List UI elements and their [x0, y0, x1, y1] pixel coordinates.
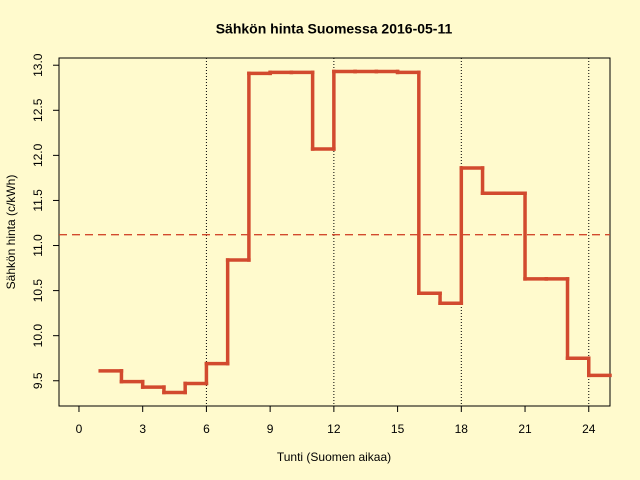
y-tick-label: 11.5	[31, 189, 45, 212]
x-tick-label: 12	[327, 422, 341, 436]
x-tick-label: 9	[267, 422, 274, 436]
y-tick-label: 12.5	[31, 98, 45, 122]
y-tick-label: 10.0	[31, 324, 45, 348]
y-tick-label: 9.5	[31, 372, 45, 389]
y-tick-label: 11.0	[31, 234, 45, 257]
x-tick-label: 18	[455, 422, 469, 436]
y-tick-label: 10.5	[31, 279, 45, 303]
x-tick-label: 6	[203, 422, 210, 436]
chart-title: Sähkön hinta Suomessa 2016-05-11	[216, 21, 453, 37]
x-axis-label: Tunti (Suomen aikaa)	[277, 450, 391, 464]
y-tick-label: 12.0	[31, 143, 45, 167]
x-tick-label: 0	[76, 422, 83, 436]
y-axis-label: Sähkön hinta (c/kWh)	[4, 175, 18, 290]
y-tick-label: 13.0	[31, 53, 45, 77]
plot-box	[58, 57, 611, 407]
x-tick-label: 24	[582, 422, 596, 436]
x-tick-label: 21	[518, 422, 532, 436]
x-tick-label: 3	[139, 422, 146, 436]
x-tick-label: 15	[391, 422, 405, 436]
